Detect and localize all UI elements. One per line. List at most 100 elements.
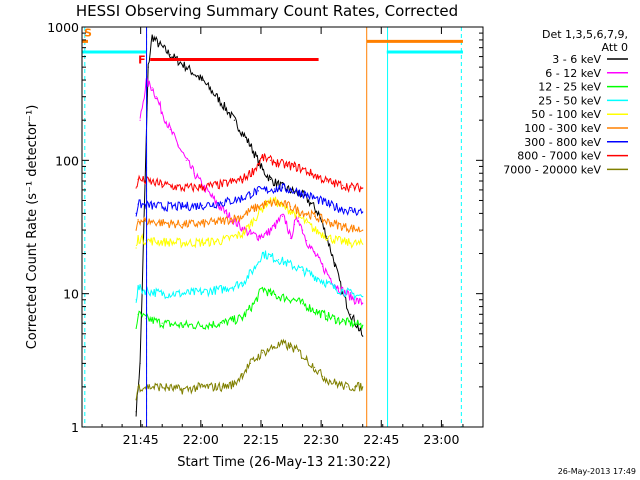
data-point bbox=[181, 187, 183, 189]
data-point bbox=[297, 215, 300, 217]
data-point bbox=[241, 178, 243, 180]
data-point bbox=[137, 237, 139, 239]
data-point bbox=[241, 227, 243, 229]
data-point bbox=[221, 322, 223, 324]
data-point bbox=[181, 223, 183, 226]
data-point bbox=[293, 265, 296, 268]
series-9 bbox=[135, 338, 364, 401]
data-point bbox=[362, 386, 364, 388]
legend-label: 300 - 800 keV bbox=[524, 136, 601, 149]
data-point bbox=[354, 386, 356, 388]
data-point bbox=[297, 350, 300, 352]
data-point bbox=[289, 346, 292, 348]
data-point bbox=[137, 313, 139, 315]
data-point bbox=[334, 287, 336, 289]
data-point bbox=[181, 242, 183, 244]
data-point bbox=[269, 178, 272, 180]
data-point bbox=[181, 206, 183, 208]
y-tick-label: 1 bbox=[71, 420, 79, 435]
data-point bbox=[137, 218, 139, 221]
data-point bbox=[297, 191, 300, 193]
data-point bbox=[257, 206, 259, 208]
data-point bbox=[139, 119, 141, 121]
data-point bbox=[330, 222, 332, 224]
data-point bbox=[161, 386, 163, 388]
data-point bbox=[330, 204, 332, 206]
data-point bbox=[249, 193, 251, 195]
data-point bbox=[269, 159, 272, 161]
data-point bbox=[151, 35, 153, 38]
data-point bbox=[281, 187, 284, 189]
plot-frame bbox=[81, 26, 484, 428]
series-8 bbox=[135, 153, 364, 194]
y-tick-label: 10 bbox=[63, 287, 79, 302]
legend-label: 800 - 7000 keV bbox=[517, 150, 601, 163]
legend-header: Det 1,3,5,6,7,9, bbox=[542, 28, 628, 41]
y-axis-ticks: 1 10 100 1000 bbox=[47, 20, 483, 435]
data-point bbox=[161, 206, 163, 208]
data-point bbox=[201, 204, 203, 206]
data-point bbox=[181, 293, 183, 295]
data-point bbox=[269, 255, 272, 258]
data-point bbox=[285, 164, 288, 166]
data-point bbox=[161, 293, 163, 295]
data-point bbox=[318, 312, 320, 314]
data-point bbox=[135, 247, 137, 249]
data-point bbox=[362, 296, 364, 298]
data-point bbox=[322, 201, 324, 203]
data-point bbox=[322, 265, 324, 268]
data-point bbox=[281, 215, 284, 217]
data-point bbox=[181, 324, 183, 326]
data-point bbox=[326, 282, 328, 284]
data-point bbox=[161, 111, 163, 113]
data-point bbox=[169, 129, 171, 131]
data-point bbox=[249, 223, 251, 226]
data-point bbox=[169, 54, 171, 56]
data-point bbox=[253, 302, 255, 304]
series-line bbox=[135, 198, 363, 234]
data-point bbox=[342, 241, 344, 243]
data-point bbox=[330, 380, 332, 382]
data-point bbox=[350, 186, 352, 188]
data-point bbox=[273, 188, 276, 190]
data-point bbox=[137, 178, 139, 180]
chart-title: HESSI Observing Summary Count Rates, Cor… bbox=[76, 2, 458, 20]
data-point bbox=[241, 317, 243, 319]
data-point bbox=[151, 87, 153, 89]
data-point bbox=[137, 287, 139, 289]
data-point bbox=[277, 296, 280, 298]
data-point bbox=[273, 202, 276, 204]
data-point bbox=[261, 287, 264, 289]
legend-label: 12 - 25 keV bbox=[538, 81, 601, 94]
data-point bbox=[233, 220, 235, 222]
data-point bbox=[297, 210, 300, 212]
x-tick-label: 22:15 bbox=[243, 432, 279, 447]
x-tick-label: 23:00 bbox=[423, 432, 459, 447]
data-point bbox=[306, 222, 308, 224]
data-point bbox=[221, 240, 223, 242]
series-line bbox=[135, 153, 363, 194]
data-point bbox=[225, 212, 227, 214]
data-point bbox=[253, 267, 255, 269]
data-point bbox=[135, 187, 137, 189]
data-point bbox=[302, 303, 304, 305]
data-point bbox=[297, 217, 300, 219]
x-tick-label: 22:30 bbox=[303, 432, 339, 447]
legend-header: Att 0 bbox=[602, 41, 628, 54]
y-tick-label: 1000 bbox=[47, 20, 79, 35]
data-point bbox=[314, 229, 316, 231]
flag-label: F bbox=[138, 54, 146, 67]
data-point bbox=[342, 320, 344, 322]
y-tick-label: 100 bbox=[55, 153, 79, 168]
data-point bbox=[221, 183, 223, 185]
data-point bbox=[135, 327, 137, 329]
data-point bbox=[346, 386, 348, 388]
data-point bbox=[201, 324, 203, 326]
flag-label: S bbox=[84, 26, 92, 39]
data-point bbox=[265, 189, 268, 191]
series-line bbox=[135, 182, 364, 217]
x-tick-label: 22:00 bbox=[183, 432, 219, 447]
data-point bbox=[293, 165, 296, 167]
data-point bbox=[161, 322, 163, 324]
series-traces bbox=[135, 34, 364, 417]
